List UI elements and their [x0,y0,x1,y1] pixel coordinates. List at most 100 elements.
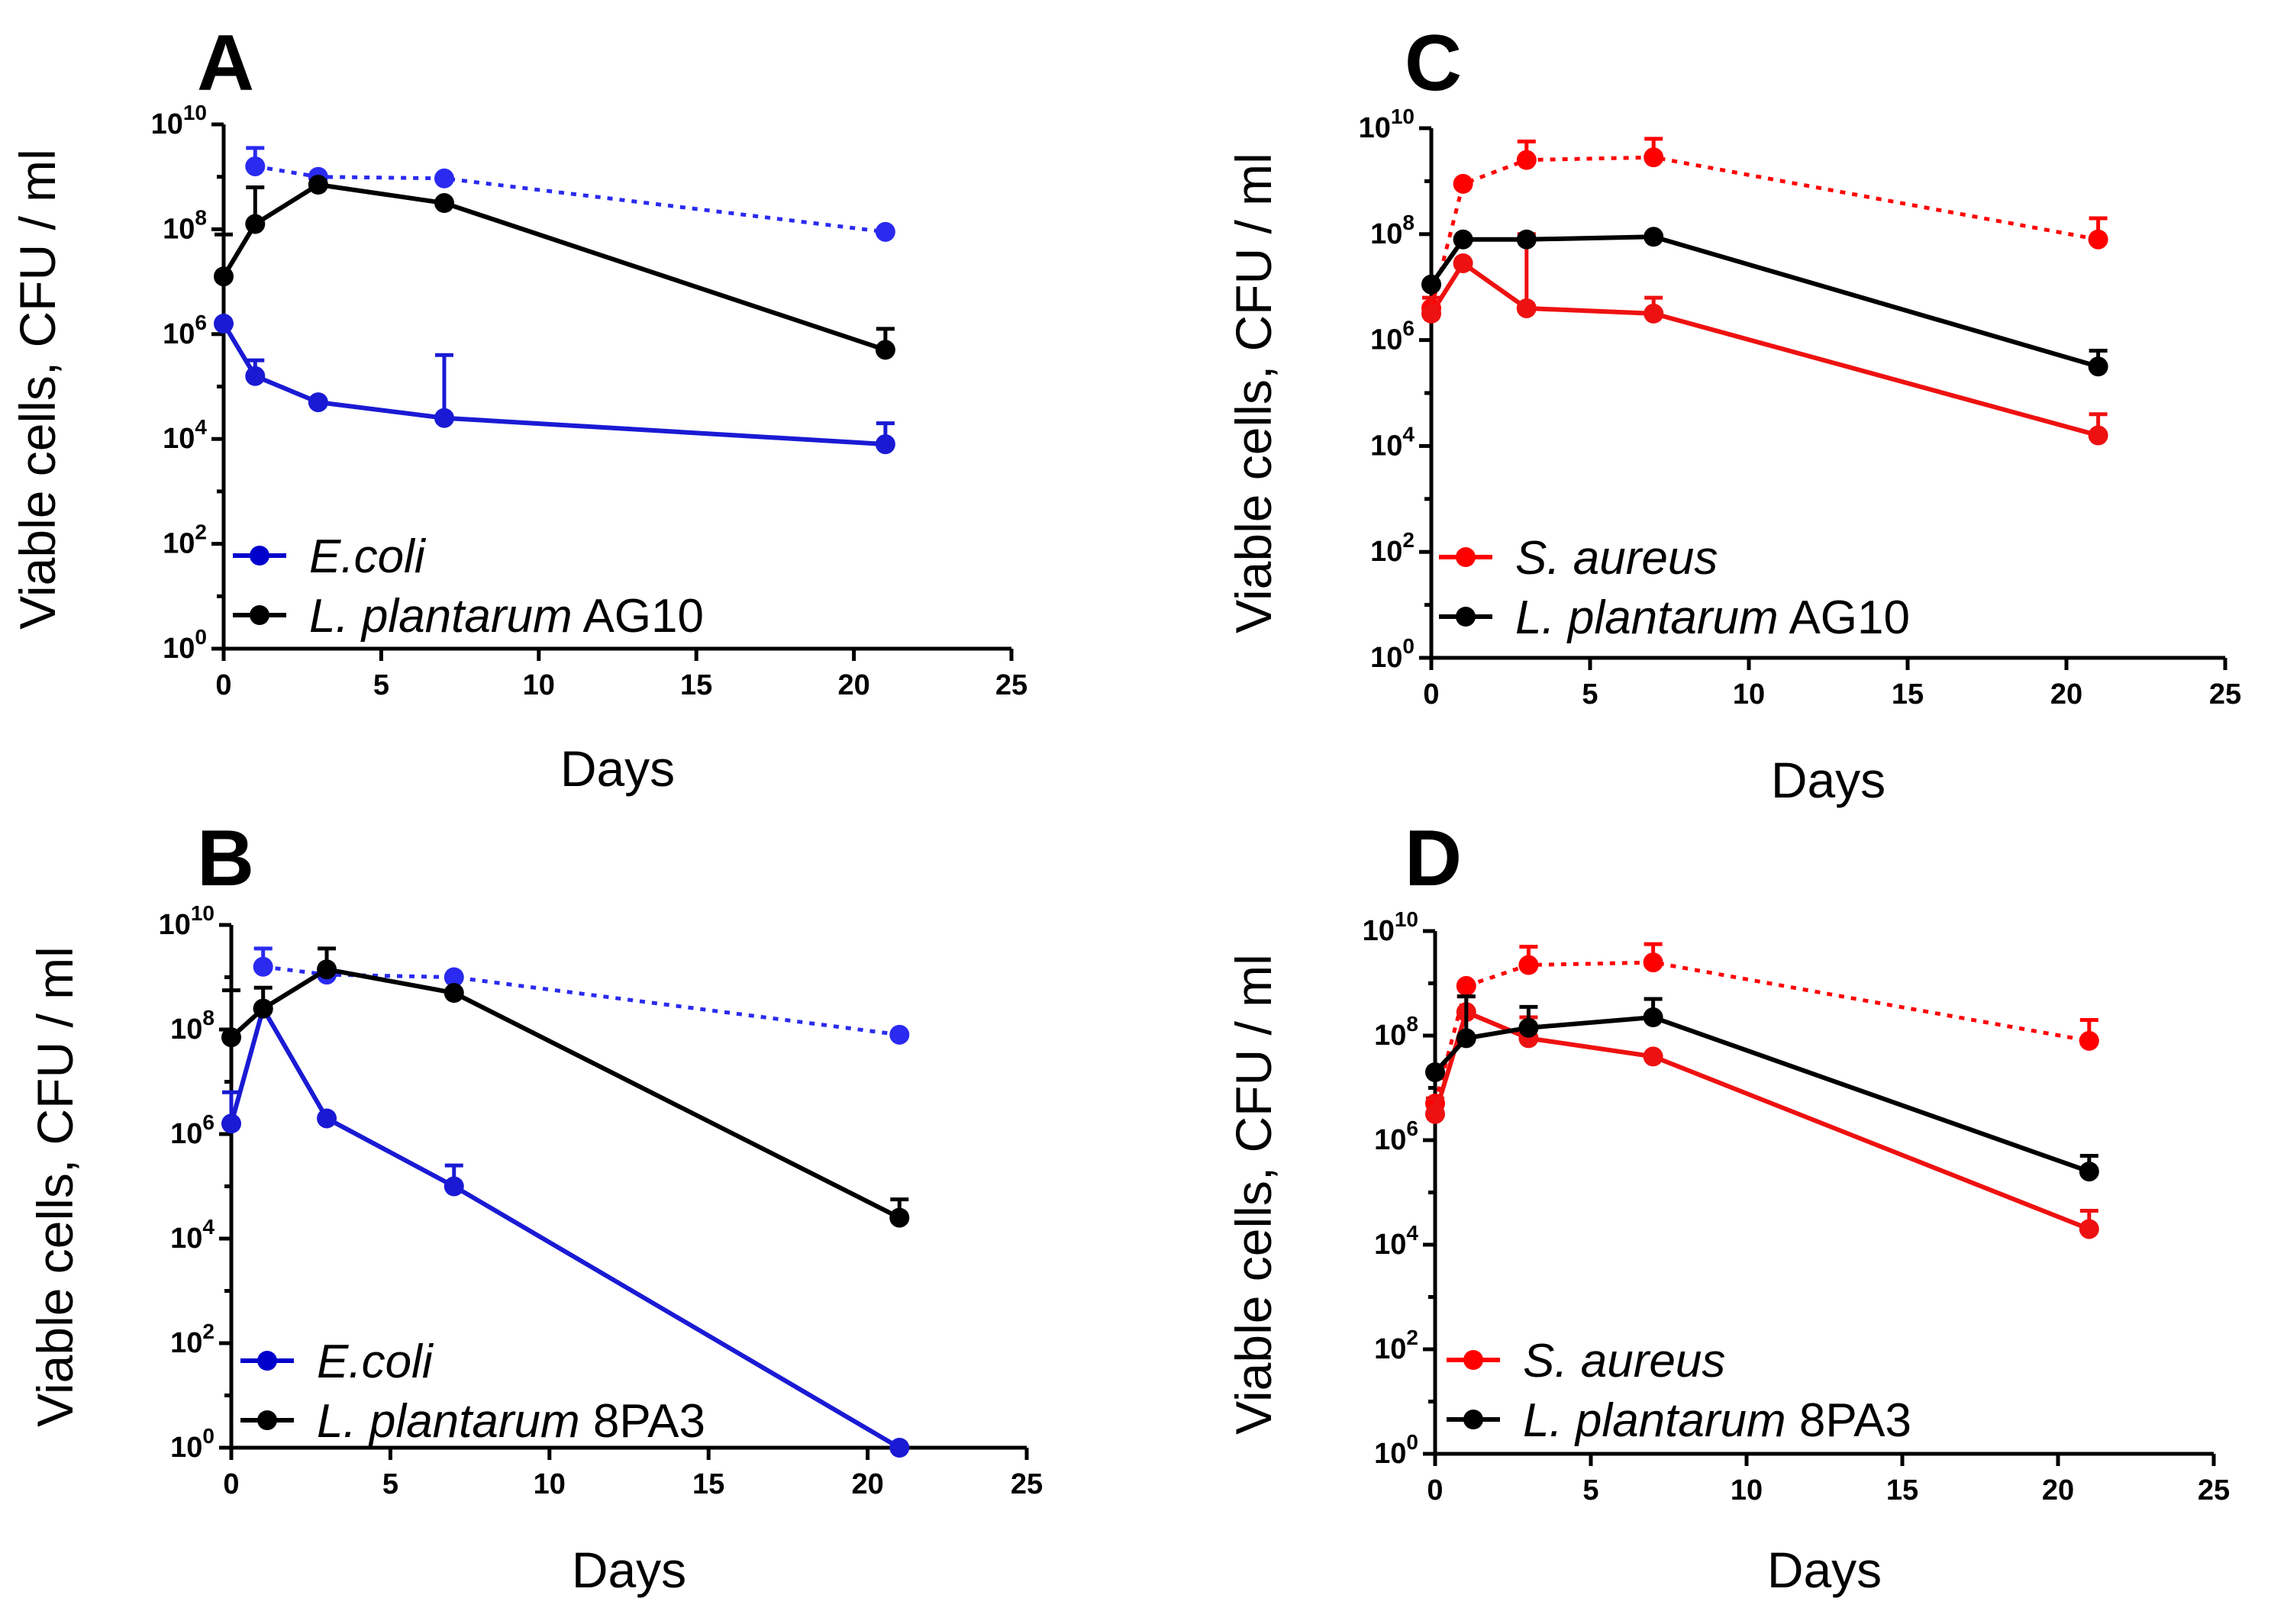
y-tick-label: 1010 [159,901,215,941]
series-s-aureus-dotted- [1421,137,2108,318]
series-line [1429,259,2099,438]
x-tick-label: 5 [1582,1474,1598,1506]
data-point [434,408,454,428]
legend-label: E.coli [317,1336,434,1388]
y-tick-label: 100 [1374,1430,1418,1470]
series-s-aureus [1425,994,2099,1239]
y-tick-label: 102 [163,520,207,560]
x-axis-title: Days [1771,752,1886,808]
series-line [221,182,886,353]
legend-entry: E.coli [240,1336,434,1388]
x-tick-label: 0 [1423,678,1439,710]
y-tick-label: 102 [170,1320,215,1359]
y-axis-title: Viable cells, CFU / ml [1225,954,1282,1435]
x-tick-label: 5 [1582,678,1598,710]
data-point [434,168,454,188]
data-point [444,1176,464,1197]
y-tick-label: 104 [1374,1221,1418,1261]
series-line [229,967,901,1220]
series-e-coli [221,998,910,1458]
y-tick-label: 106 [1370,317,1415,356]
data-point [1644,303,1664,324]
legend-entry: L. plantarum 8PA3 [240,1395,705,1448]
y-axis-title: Viable cells, CFU / ml [1225,153,1282,633]
series-s-aureus [1421,232,2108,446]
x-tick-label: 15 [692,1468,724,1500]
x-tick-label: 25 [2209,678,2241,710]
data-point [317,959,337,980]
data-point [889,1438,910,1458]
x-tick-label: 5 [373,669,389,701]
series-l-plantarum-8pa3 [1425,994,2099,1182]
panel-label: B [197,814,254,903]
data-point [1453,253,1473,273]
y-tick-label: 1010 [1363,907,1418,947]
data-point [1453,173,1473,194]
data-point [1516,298,1537,318]
y-tick-label: 100 [170,1424,215,1464]
legend-marker [1463,1350,1483,1370]
y-tick-label: 1010 [1359,105,1415,144]
data-point [1456,975,1476,996]
legend-entry: E.coli [233,530,427,583]
series-line [263,965,900,1037]
data-point [308,175,328,195]
data-point [1643,1007,1663,1028]
legend-marker [250,546,269,566]
chart-panel-a: A 0 5 10 15 20 25 100 102 104 106 108 1010 Viable cel… [9,19,1027,797]
chart-panel-c: C 0 5 10 15 20 25 100 102 104 106 108 1010 Viable cel… [1225,19,2241,808]
x-tick-label: 5 [382,1468,398,1500]
series-e-coli [214,314,895,455]
data-point [444,967,464,988]
data-point [1425,1062,1445,1082]
legend-marker [1456,547,1476,567]
series-line [221,322,886,447]
y-tick-label: 102 [1370,528,1415,568]
x-tick-label: 15 [1892,678,1924,710]
legend-marker [1456,607,1476,627]
y-tick-label: 100 [163,625,207,665]
x-axis-title: Days [1767,1542,1882,1598]
y-axis-title: Viable cells, CFU / ml [9,149,66,630]
data-point [1643,952,1663,973]
data-point [1456,1028,1476,1049]
x-axis-title: Days [572,1542,686,1598]
y-tick-label: 102 [1374,1326,1418,1365]
data-point [1644,227,1664,247]
x-tick-label: 25 [2198,1474,2230,1506]
data-point [2088,356,2108,377]
series-l-plantarum-ag10 [214,175,895,360]
data-point [2088,425,2108,446]
y-tick-label: 104 [163,415,207,455]
legend-marker [257,1410,277,1430]
legend-entry: L. plantarum 8PA3 [1447,1394,1911,1447]
data-point [317,1108,337,1129]
panel-label: D [1405,814,1462,903]
data-point [1518,955,1539,975]
legend-label: E.coli [309,530,427,583]
y-tick-label: 106 [170,1110,215,1150]
data-point [1421,303,1441,324]
series-e-coli-dotted- [253,946,910,1045]
data-point [2079,1219,2099,1239]
x-tick-label: 10 [534,1468,566,1500]
y-tick-label: 106 [1374,1116,1418,1156]
series-line [254,164,886,234]
data-point [2088,229,2108,250]
data-point [889,1024,910,1045]
y-tick-label: 108 [1374,1012,1418,1052]
data-point [875,434,895,455]
data-point [1643,1046,1663,1067]
chart-panel-b: B 0 5 10 15 20 25 100 102 104 106 108 1010 Viable cel… [27,814,1043,1598]
data-point [221,1027,241,1048]
x-tick-label: 20 [2042,1474,2074,1506]
legend-entry: S. aureus [1447,1335,1725,1387]
data-point [245,156,266,176]
x-tick-label: 25 [1011,1468,1043,1500]
x-tick-label: 10 [523,669,555,701]
data-point [245,214,266,234]
x-tick-label: 0 [1427,1474,1443,1506]
x-tick-label: 20 [837,669,869,701]
panel-label: A [197,19,254,108]
